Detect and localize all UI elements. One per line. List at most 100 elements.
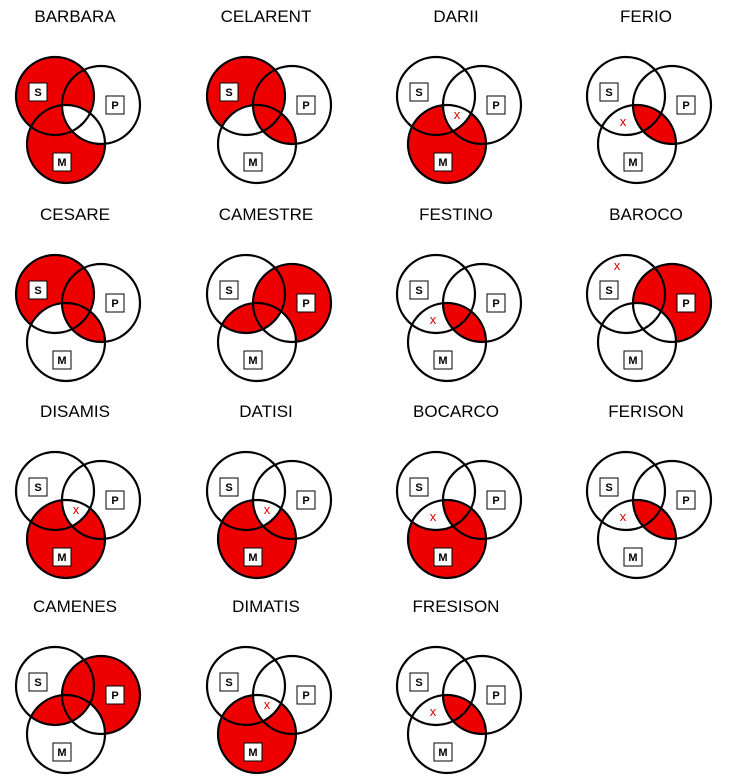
set-p-label: P [111,298,118,310]
venn-ferison: FERISON S P Mx [585,402,713,580]
set-s-label-box [28,82,48,102]
set-m-label-box [433,350,453,370]
set-p-label: P [682,100,689,112]
set-s-label: S [225,285,232,297]
set-m-circle [25,301,107,383]
set-p-label-box [105,293,125,313]
set-m-circle [406,498,488,580]
set-m-label-box [52,152,72,172]
set-m-label: M [248,355,257,367]
set-s-circle [205,450,287,532]
set-s-circle [14,450,96,532]
diagram-title: DISAMIS [40,402,110,421]
set-p-label: P [111,100,118,112]
set-s-circle [395,450,477,532]
shaded-region-m-only [408,105,486,183]
existence-marker: x [454,107,461,122]
set-m-label-box [52,547,72,567]
set-m-label-box [52,742,72,762]
set-s-label: S [225,677,232,689]
set-m-label: M [438,157,447,169]
set-m-circle [596,103,678,185]
existence-marker: x [264,502,271,517]
set-m-label: M [438,552,447,564]
set-m-label: M [248,552,257,564]
set-s-circle [14,645,96,727]
set-p-label: P [492,495,499,507]
existence-marker: x [620,509,627,524]
diagram-title: BOCARCO [413,402,499,421]
set-s-label: S [605,482,612,494]
shaded-region-m-only [408,500,486,578]
existence-marker: x [430,312,437,327]
set-s-label: S [605,285,612,297]
existence-marker: x [430,509,437,524]
set-s-circle [585,253,667,335]
set-m-label: M [57,552,66,564]
set-m-label-box [243,350,263,370]
set-m-label: M [438,747,447,759]
set-p-label-box [676,293,696,313]
set-p-label-box [486,490,506,510]
set-s-label: S [415,285,422,297]
venn-darii: DARII S P Mx [395,7,523,185]
venn-festino: FESTINO S P Mx [395,205,523,383]
set-s-label-box [409,477,429,497]
set-m-circle [596,498,678,580]
venn-disamis: DISAMIS S P Mx [14,402,142,580]
set-m-label: M [248,747,257,759]
set-p-label: P [111,690,118,702]
diagram-title: CAMESTRE [219,205,313,224]
venn-fresison: FRESISON S P Mx [395,597,523,775]
set-s-label-box [409,280,429,300]
set-m-circle [25,693,107,775]
set-m-label-box [433,742,453,762]
set-p-label-box [296,685,316,705]
set-m-label-box [243,742,263,762]
set-s-label: S [34,87,41,99]
set-p-label: P [302,100,309,112]
diagram-title: FRESISON [413,597,500,616]
existence-marker: x [73,502,80,517]
set-s-label: S [415,87,422,99]
set-p-label-box [105,490,125,510]
set-m-label-box [433,152,453,172]
venn-baroco: BAROCO S P Mx [585,205,713,383]
set-m-label: M [57,157,66,169]
existence-marker: x [620,114,627,129]
set-s-circle [585,450,667,532]
set-s-label: S [225,87,232,99]
set-p-label-box [676,490,696,510]
set-s-label-box [28,672,48,692]
set-m-label: M [628,355,637,367]
diagram-title: DARII [433,7,478,26]
existence-marker: x [264,697,271,712]
set-m-circle [596,301,678,383]
set-s-circle [14,55,96,137]
set-s-circle [395,55,477,137]
set-p-label-box [486,685,506,705]
diagram-title: BAROCO [609,205,683,224]
diagram-title: CAMENES [33,597,117,616]
set-p-label-box [296,293,316,313]
set-s-label-box [599,82,619,102]
existence-marker: x [614,258,621,273]
diagram-title: FERISON [608,402,684,421]
set-m-label: M [628,552,637,564]
set-p-label: P [492,298,499,310]
set-s-circle [14,253,96,335]
set-s-label-box [28,280,48,300]
venn-camenes: CAMENES S P M [14,597,142,775]
set-m-label-box [623,152,643,172]
set-m-label: M [57,355,66,367]
set-m-label: M [248,157,257,169]
set-p-label-box [486,293,506,313]
set-m-label: M [438,355,447,367]
set-s-circle [205,645,287,727]
set-s-label-box [599,280,619,300]
set-p-label: P [682,495,689,507]
set-s-label-box [409,82,429,102]
set-m-label: M [57,747,66,759]
set-p-label: P [302,690,309,702]
